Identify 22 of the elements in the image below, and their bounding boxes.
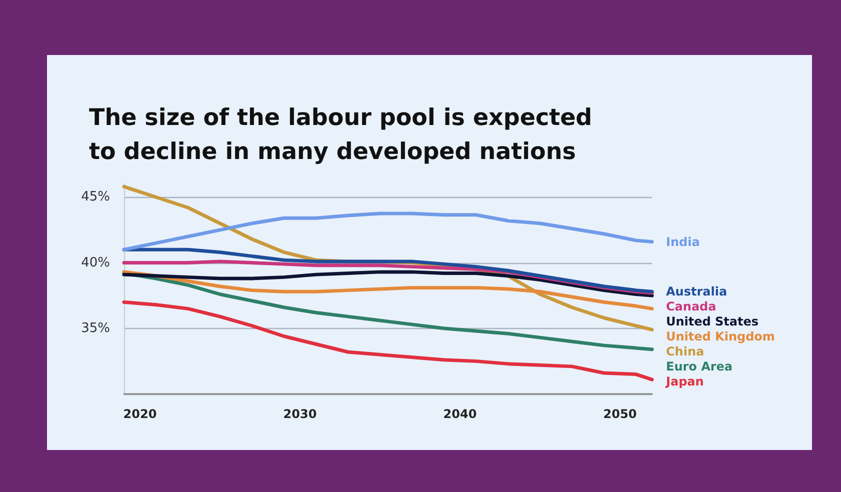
series-label: Euro Area <box>666 360 733 374</box>
text: United Kingdom <box>666 330 775 344</box>
line-series <box>122 270 654 298</box>
series-label: United States <box>666 314 759 329</box>
series-label: Australia <box>666 284 728 299</box>
x-tick-label: 2050 <box>603 407 637 421</box>
x-tick-label: 2040 <box>443 407 477 421</box>
series-label: China <box>666 344 704 359</box>
series-label: India <box>666 234 700 249</box>
y-tick-label: 45% <box>81 190 110 205</box>
line-series <box>122 272 654 352</box>
chart-title: The size of the labour pool is expected to decline in many developed nations <box>89 105 592 165</box>
y-tick-label: 40% <box>81 255 110 270</box>
line-series <box>122 212 654 252</box>
x-tick-label: 2030 <box>283 407 317 421</box>
series-label: Canada <box>666 300 716 314</box>
x-tick-label: 2020 <box>123 407 157 421</box>
line-series <box>122 300 654 382</box>
y-tick-label: 35% <box>81 320 110 336</box>
line-series <box>122 270 654 310</box>
line-series <box>122 248 654 294</box>
series-label: Japan <box>665 374 704 389</box>
